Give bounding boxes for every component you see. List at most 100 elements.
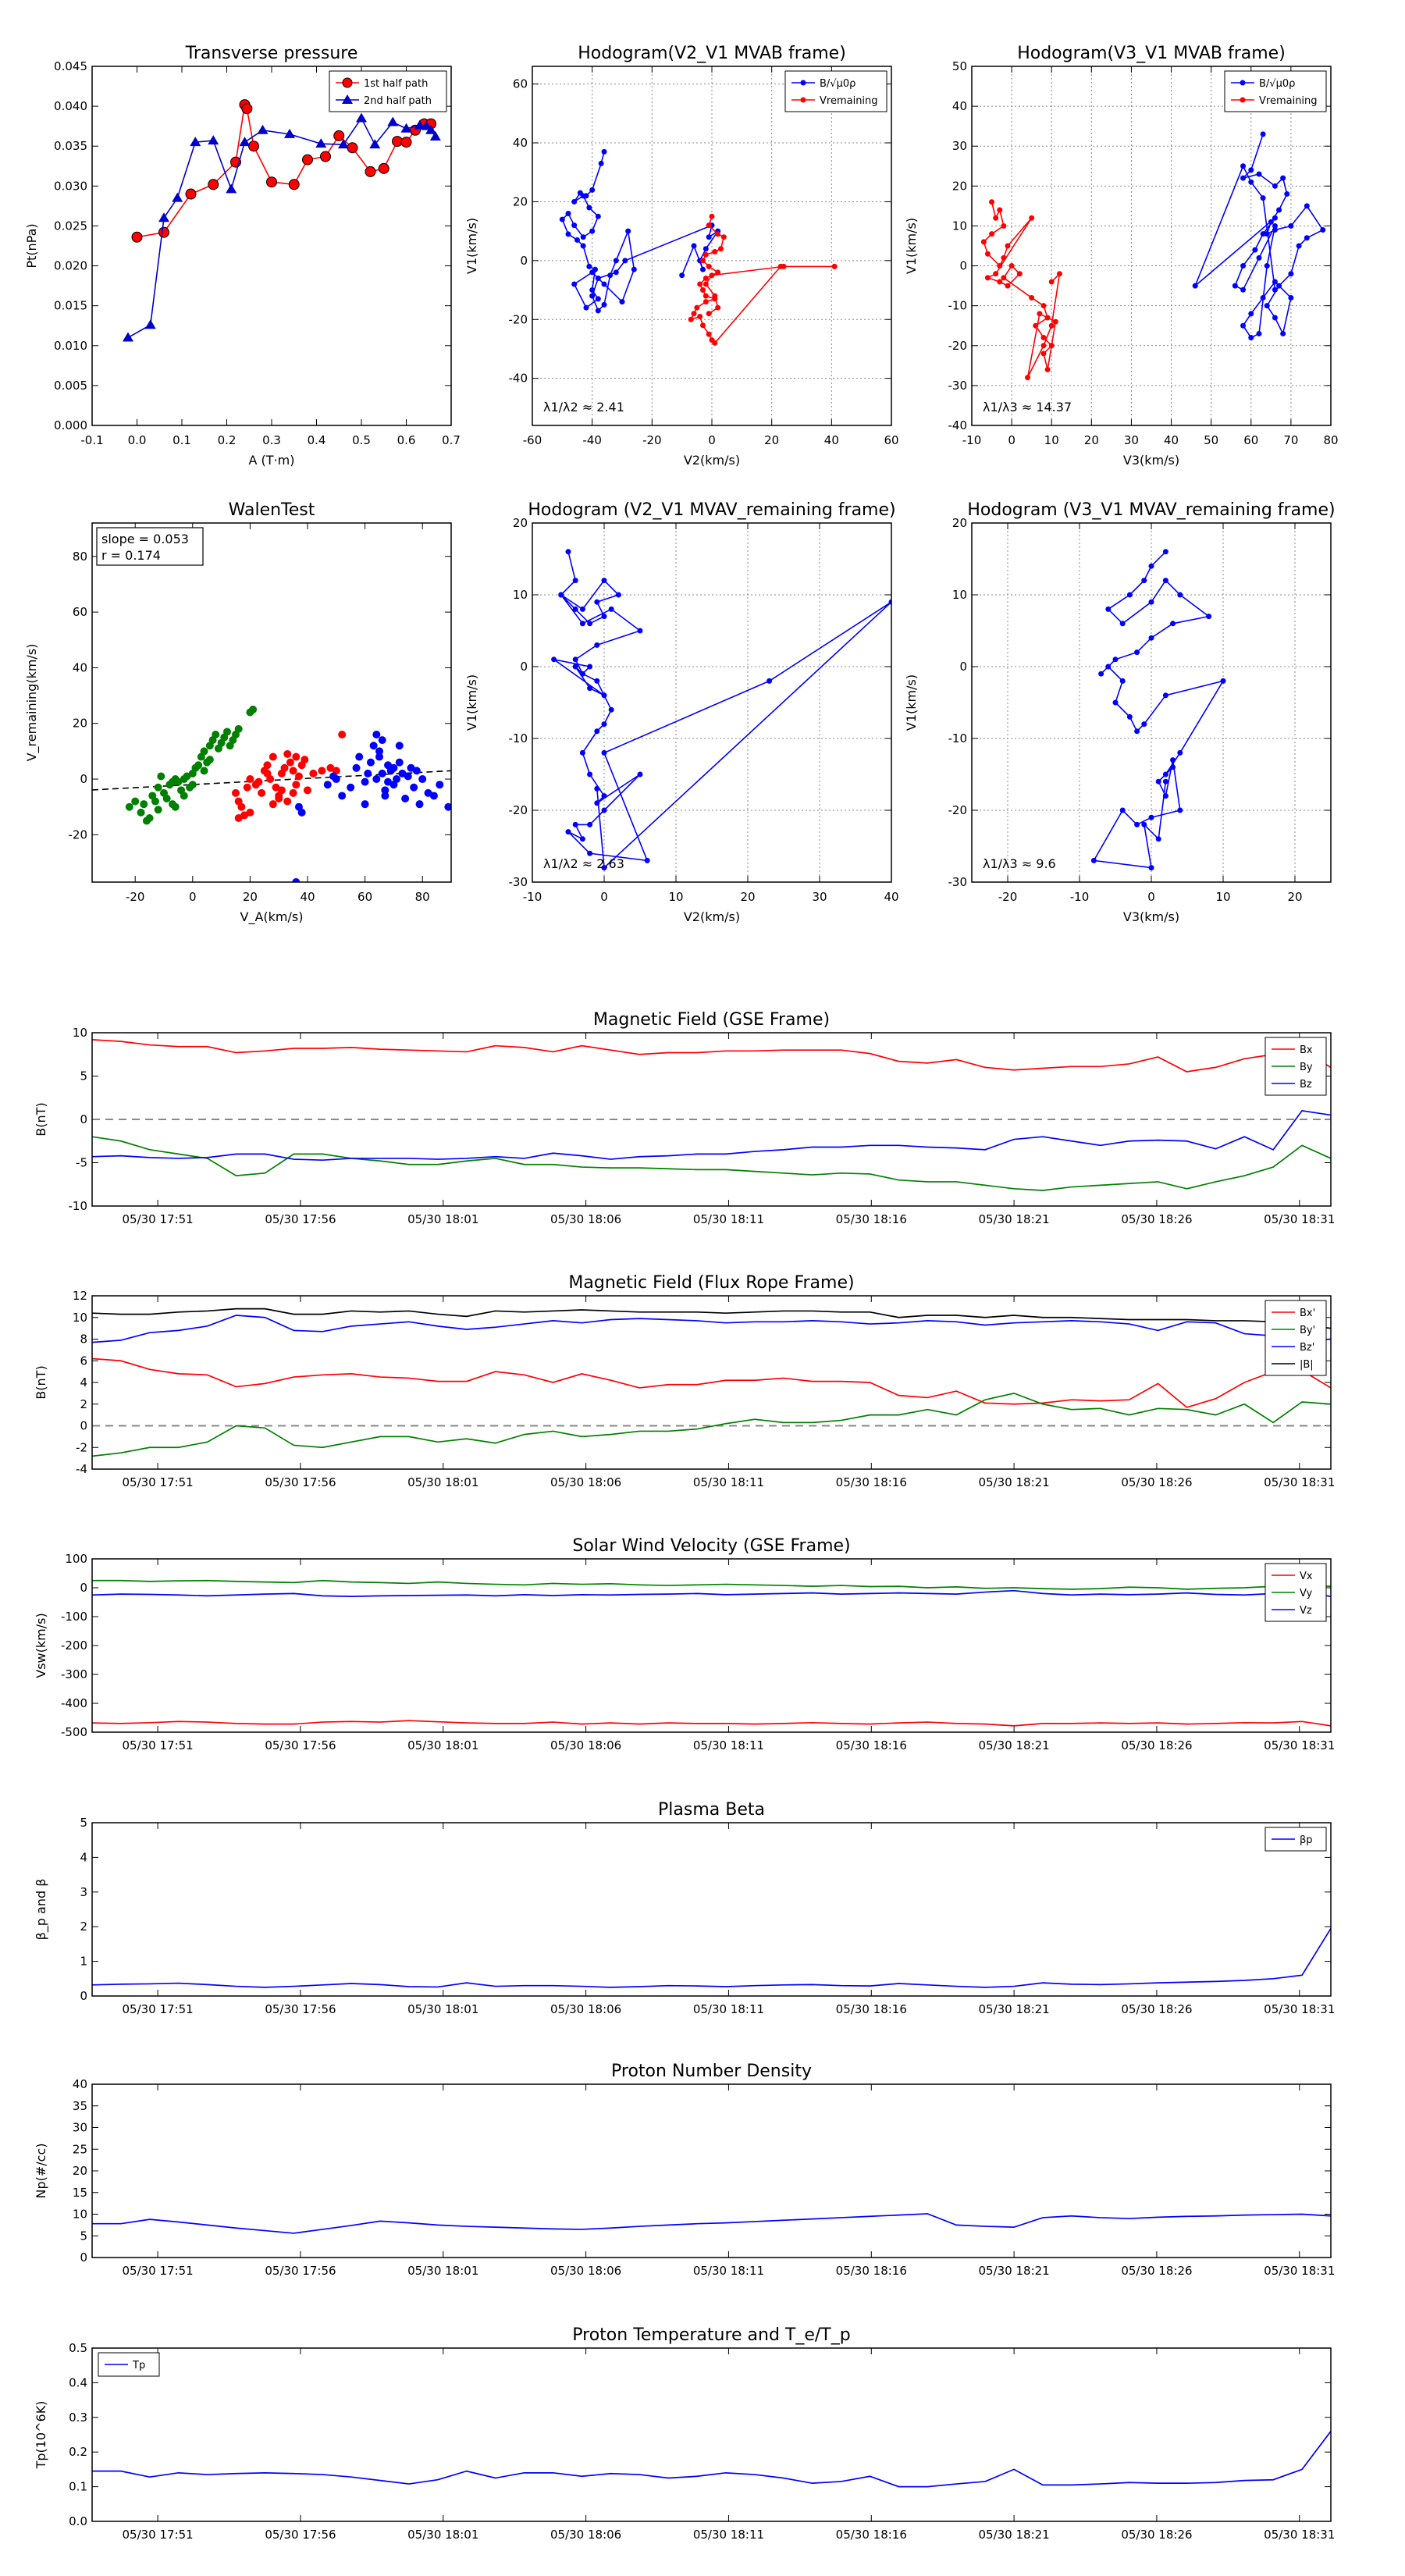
series-line bbox=[1194, 133, 1324, 339]
x-tick-label: 60 bbox=[1243, 433, 1258, 447]
data-point bbox=[625, 228, 631, 234]
plot-border bbox=[91, 1558, 1332, 1733]
data-point bbox=[601, 578, 607, 584]
x-tick-label: 05/30 18:21 bbox=[978, 1212, 1049, 1226]
y-tick-label: -30 bbox=[509, 875, 528, 889]
y-tick-label: 40 bbox=[73, 660, 87, 674]
data-point bbox=[1256, 330, 1262, 336]
x-tick-label: 0.1 bbox=[173, 433, 191, 447]
data-point bbox=[601, 301, 607, 308]
data-point bbox=[572, 656, 578, 663]
y-tick-label: -30 bbox=[948, 875, 968, 889]
legend-box bbox=[1224, 70, 1327, 112]
data-point bbox=[1044, 366, 1051, 372]
y-tick-label: 0.045 bbox=[54, 59, 87, 73]
data-point bbox=[595, 213, 601, 219]
data-point bbox=[1126, 592, 1133, 598]
y-tick-label: 10 bbox=[952, 219, 967, 233]
chart-b_gse: -10 -5 0 5 10 05/30 17:51 05/30 17:56 05/30 18:… bbox=[34, 1010, 1335, 1226]
data-point bbox=[589, 293, 596, 299]
data-point bbox=[1162, 549, 1168, 555]
x-tick-label: -10 bbox=[523, 890, 542, 904]
y-tick-label: 0.025 bbox=[54, 219, 87, 233]
data-point bbox=[619, 299, 625, 305]
data-point bbox=[275, 795, 283, 803]
data-point bbox=[1272, 215, 1278, 221]
data-point bbox=[1320, 227, 1326, 233]
y-tick-label: 0.010 bbox=[54, 339, 87, 353]
data-point bbox=[1056, 271, 1062, 277]
data-point bbox=[1044, 315, 1051, 321]
y-axis-label: Vsw(km/s) bbox=[34, 1613, 48, 1678]
data-point bbox=[304, 786, 311, 795]
x-tick-label: -40 bbox=[582, 433, 602, 447]
data-point bbox=[188, 781, 197, 789]
data-point bbox=[1040, 303, 1047, 309]
data-point bbox=[1112, 656, 1119, 663]
legend-marker bbox=[800, 97, 806, 103]
data-point bbox=[392, 136, 403, 148]
data-point bbox=[289, 788, 297, 797]
data-point bbox=[579, 749, 585, 756]
data-point bbox=[444, 802, 451, 811]
data-point bbox=[404, 772, 412, 781]
data-point bbox=[1272, 183, 1278, 189]
legend-label: Bz' bbox=[1300, 1342, 1314, 1354]
series-group bbox=[92, 1039, 1331, 1191]
y-tick-label: 15 bbox=[73, 2186, 87, 2200]
data-point bbox=[364, 769, 372, 777]
x-tick-label: 05/30 17:56 bbox=[265, 1738, 336, 1752]
data-point bbox=[1296, 243, 1302, 249]
data-point bbox=[1134, 821, 1140, 827]
data-point bbox=[594, 599, 600, 605]
data-point bbox=[712, 249, 718, 255]
legend-label: Tp bbox=[132, 2360, 145, 2371]
data-point bbox=[361, 777, 369, 786]
y-tick-label: 4 bbox=[80, 1850, 87, 1864]
data-point bbox=[1280, 330, 1286, 336]
data-point bbox=[1260, 294, 1266, 301]
data-point bbox=[338, 731, 347, 739]
y-axis-label: V1(km/s) bbox=[904, 218, 919, 274]
data-point bbox=[702, 251, 709, 258]
data-point bbox=[989, 199, 995, 205]
data-point bbox=[595, 308, 601, 314]
legend: Vx Vy Vz bbox=[1264, 1563, 1327, 1622]
data-point bbox=[277, 786, 286, 795]
y-tick-label: -2 bbox=[76, 1440, 87, 1454]
data-point bbox=[720, 234, 727, 240]
legend-label: βp bbox=[1300, 1834, 1313, 1846]
legend-label: Vz bbox=[1300, 1605, 1312, 1617]
data-point bbox=[1098, 671, 1104, 677]
data-point bbox=[594, 678, 600, 684]
y-tick-label: 0 bbox=[959, 259, 967, 273]
data-point bbox=[338, 139, 349, 149]
data-point bbox=[679, 272, 685, 279]
data-point bbox=[1037, 311, 1043, 317]
data-point bbox=[1148, 865, 1154, 871]
data-point bbox=[123, 332, 133, 342]
legend-marker bbox=[1240, 80, 1246, 86]
x-tick-label: 05/30 18:06 bbox=[550, 1738, 621, 1752]
data-point bbox=[232, 788, 240, 797]
y-tick-label: -40 bbox=[509, 372, 528, 386]
x-tick-label: 60 bbox=[357, 890, 372, 904]
y-tick-label: 0 bbox=[80, 1112, 87, 1126]
data-point bbox=[700, 266, 706, 272]
data-point bbox=[706, 311, 712, 317]
y-tick-label: 0.030 bbox=[54, 179, 87, 193]
legend-label: 1st half path bbox=[364, 78, 428, 90]
y-tick-label: 0.4 bbox=[69, 2375, 87, 2389]
data-point bbox=[1170, 757, 1176, 763]
series-group bbox=[92, 1927, 1331, 1988]
y-tick-label: 6 bbox=[80, 1354, 87, 1368]
chart-np: 0 5 10 15 20 25 30 35 40 05/30 17:51 05/30 17:56 05… bbox=[34, 2062, 1335, 2278]
data-point bbox=[338, 792, 347, 800]
data-point bbox=[1272, 279, 1278, 285]
data-point bbox=[587, 664, 593, 670]
y-tick-label: 10 bbox=[73, 2208, 87, 2222]
chart-title: Proton Temperature and T_e/T_p bbox=[572, 2325, 850, 2345]
data-point bbox=[565, 231, 571, 237]
chart-tp: 0.0 0.1 0.2 0.3 0.4 0.5 05/30 17:51 05/30 17:56… bbox=[34, 2325, 1335, 2542]
